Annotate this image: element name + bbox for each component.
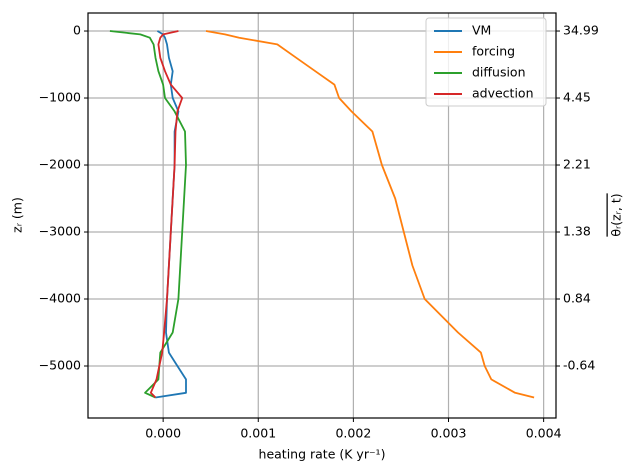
y-tick-label: −4000 [39,291,81,306]
y2-tick-label: 4.45 [563,90,591,105]
series-line [205,30,535,399]
series-line [109,30,187,399]
legend-label: VM [472,23,491,38]
y-axis-label: zᵣ (m) [10,197,25,233]
y-tick-label: −5000 [39,358,81,373]
legend-label: forcing [472,44,515,59]
y-tick-label: −3000 [39,224,81,239]
series-line [155,30,187,399]
x-axis-label: heating rate (K yr⁻¹) [259,447,386,462]
x-tick-label: 0.004 [526,426,562,441]
x-tick-label: 0.000 [145,426,181,441]
y2-tick-label: -0.64 [563,358,595,373]
y2-tick-label: 2.21 [563,157,591,172]
plot-frame [87,12,557,419]
y2-axis-label: θᵣ(zᵣ, t) [609,193,624,236]
legend-label: diffusion [472,65,526,80]
legend-label: advection [472,86,534,101]
series-line [149,30,184,399]
x-tick-label: 0.002 [335,426,371,441]
legend-box [425,17,547,107]
x-tick-label: 0.003 [431,426,467,441]
y2-tick-label: 34.99 [563,23,599,38]
y2-tick-label: 1.38 [563,224,591,239]
y-tick-label: −2000 [39,157,81,172]
y-tick-label: −1000 [39,90,81,105]
x-tick-label: 0.001 [240,426,276,441]
y-tick-label: 0 [73,23,81,38]
y2-tick-label: 0.84 [563,291,591,306]
